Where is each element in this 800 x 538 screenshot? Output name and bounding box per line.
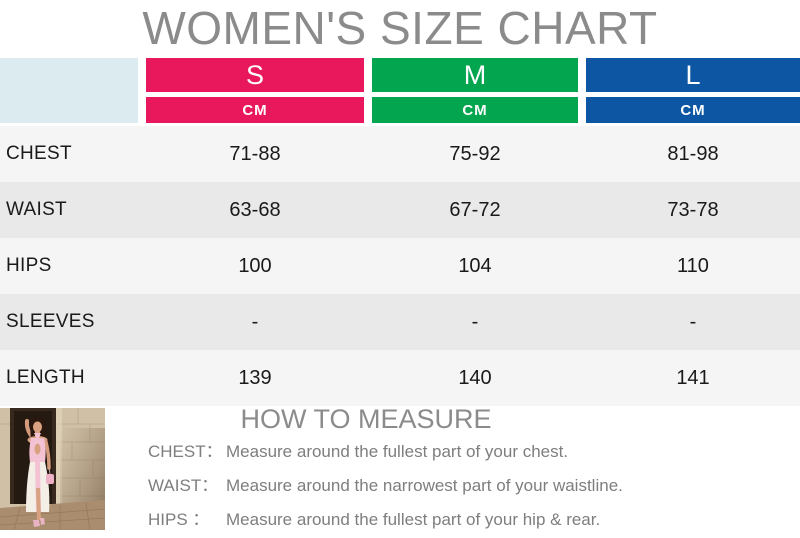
cell-value: 100 [238,254,272,277]
how-to-measure-heading: HOW TO MEASURE [240,404,492,434]
measure-instruction-hips: HIPS ： Measure around the fullest part of… [148,503,788,537]
row-label: WAIST [6,199,67,220]
size-table-body: CHEST 71-88 75-92 81-98 WAIST 63-68 67-7… [0,126,800,406]
row-label: CHEST [6,143,72,164]
measure-label: HIPS ： [148,510,210,529]
size-column-header-s: S [146,58,364,92]
size-column-header-m: M [372,58,578,92]
row-label: SLEEVES [6,311,95,332]
unit-cell-s: CM [146,97,364,123]
table-row-sleeves: SLEEVES - - - [0,294,800,350]
cell-value: 110 [677,254,709,277]
measure-instructions: CHEST： Measure around the fullest part of… [148,435,788,537]
measure-text: Measure around the fullest part of your … [226,510,601,529]
cell-value: 75-92 [449,142,501,165]
table-row-length: LENGTH 139 140 141 [0,350,800,406]
unit-cell-l: CM [586,97,800,123]
cell-value: 81-98 [667,142,719,165]
unit-cell-m: CM [372,97,578,123]
cell-value: - [471,310,479,333]
corner-cell [0,58,138,123]
cell-value: - [689,310,697,333]
measure-label: WAIST： [148,476,219,495]
model-photo [0,408,105,530]
measure-text: Measure around the fullest part of your … [226,442,569,461]
cell-value: 141 [676,366,710,389]
row-label: HIPS [6,255,52,276]
row-label: LENGTH [6,367,85,388]
table-row-waist: WAIST 63-68 67-72 73-78 [0,182,800,238]
table-row-chest: CHEST 71-88 75-92 81-98 [0,126,800,182]
cell-value: - [251,310,259,333]
size-table-header: S M L CM CM CM [0,58,800,123]
measure-label: CHEST： [148,442,223,461]
measure-instruction-chest: CHEST： Measure around the fullest part of… [148,435,788,469]
cell-value: 63-68 [229,198,281,221]
cell-value: 67-72 [449,198,501,221]
cell-value: 104 [458,254,492,277]
size-column-header-l: L [586,58,800,92]
table-row-hips: HIPS 100 104 110 [0,238,800,294]
measure-text: Measure around the narrowest part of you… [226,476,623,495]
cell-value: 140 [458,366,492,389]
cell-value: 71-88 [229,142,281,165]
cell-value: 73-78 [667,198,719,221]
measure-instruction-waist: WAIST： Measure around the narrowest part … [148,469,788,503]
cell-value: 139 [238,366,272,389]
page-title: WOMEN'S SIZE CHART [142,2,658,54]
